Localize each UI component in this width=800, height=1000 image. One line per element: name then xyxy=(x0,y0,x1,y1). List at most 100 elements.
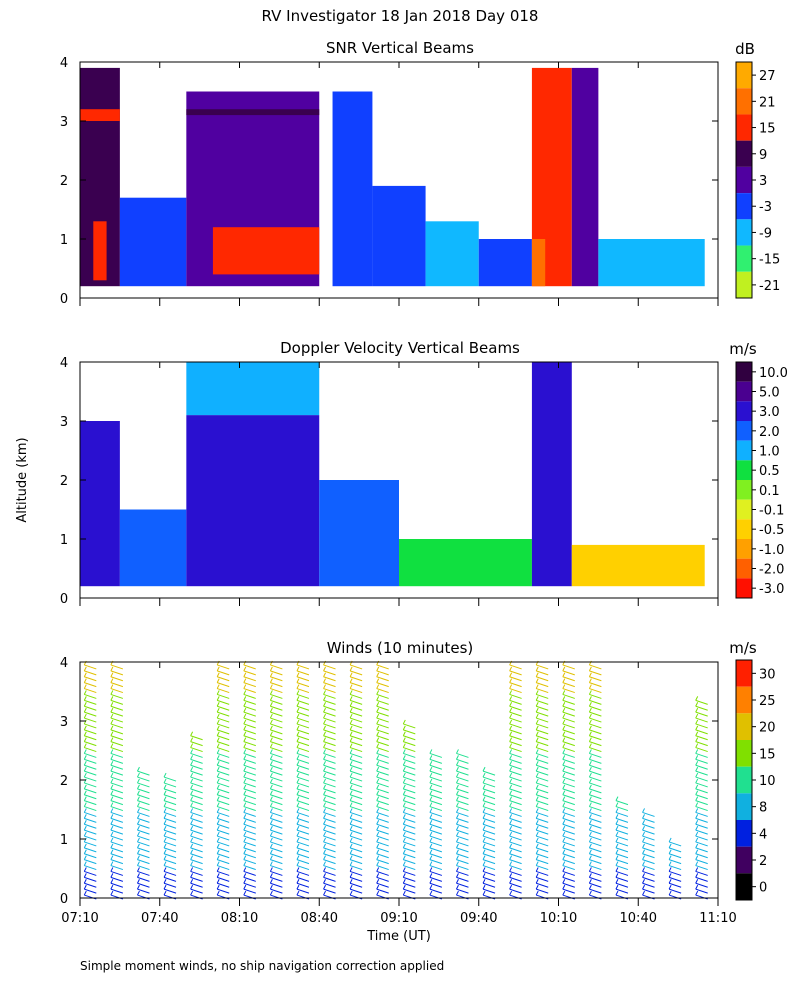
wind-barb xyxy=(695,743,708,753)
wind-barb xyxy=(216,696,230,705)
wind-barb xyxy=(323,772,336,782)
wind-barb xyxy=(349,672,363,682)
wind-barb xyxy=(269,707,283,717)
wind-barb xyxy=(269,772,283,782)
wind-barb xyxy=(482,861,496,871)
wind-barb xyxy=(83,873,97,882)
wind-barb xyxy=(163,884,177,894)
wind-barb xyxy=(83,802,97,812)
wind-barb xyxy=(402,755,416,764)
wind-barb xyxy=(402,843,416,853)
wind-barb xyxy=(509,790,522,800)
wind-barb xyxy=(695,861,708,871)
wind-barb xyxy=(269,802,283,812)
wind-barb xyxy=(296,696,310,705)
wind-barb xyxy=(588,690,602,699)
wind-barb xyxy=(216,784,230,794)
wind-barb xyxy=(429,843,443,853)
colorbar-label: 15 xyxy=(759,747,776,762)
wind-barb xyxy=(216,849,230,859)
wind-barb xyxy=(588,684,602,694)
wind-barb xyxy=(269,743,283,753)
wind-barb xyxy=(376,778,389,788)
wind-barb xyxy=(323,778,336,788)
wind-barb xyxy=(349,849,363,859)
wind-barb xyxy=(349,702,363,711)
wind-barb xyxy=(535,873,549,882)
wind-barb xyxy=(349,731,363,741)
wind-barb xyxy=(216,766,230,776)
wind-barb xyxy=(269,672,283,682)
wind-barb xyxy=(482,825,496,835)
wind-barb xyxy=(456,808,469,817)
wind-barb xyxy=(482,873,496,882)
wind-barb xyxy=(535,684,549,694)
wind-barb xyxy=(216,690,230,699)
wind-barb xyxy=(482,814,496,823)
wind-barb xyxy=(456,784,469,794)
wind-barb xyxy=(110,713,124,723)
wind-barb xyxy=(402,749,416,758)
wind-barb xyxy=(323,707,336,717)
wind-barb xyxy=(243,713,256,723)
wind-barb xyxy=(83,790,97,800)
wind-barb xyxy=(456,772,469,782)
wind-barb xyxy=(110,690,124,699)
wind-barb xyxy=(137,831,150,841)
wind-barb xyxy=(190,737,203,747)
wind-barb xyxy=(349,696,363,705)
wind-barb xyxy=(296,707,310,717)
wind-barb xyxy=(456,843,469,853)
wind-barb xyxy=(163,849,177,859)
wind-barb xyxy=(110,707,124,717)
wind-barb xyxy=(376,796,389,806)
colorbar-label: 25 xyxy=(759,694,776,709)
wind-barb xyxy=(402,855,416,865)
wind-barb xyxy=(83,696,97,705)
wind-barb xyxy=(83,808,97,817)
wind-barb xyxy=(190,790,203,800)
wind-barb xyxy=(562,702,575,711)
wind-barb xyxy=(296,884,310,894)
wind-barb xyxy=(349,814,363,823)
y-tick-label: 0 xyxy=(60,892,68,907)
wind-barb xyxy=(323,702,336,711)
wind-barb xyxy=(216,814,230,823)
wind-barb xyxy=(110,837,124,847)
wind-barb xyxy=(243,802,256,812)
wind-barb xyxy=(163,808,177,817)
wind-barb xyxy=(402,772,416,782)
wind-barb xyxy=(190,761,203,770)
y-tick-label: 2 xyxy=(60,774,68,789)
wind-barb xyxy=(376,731,389,741)
wind-barb xyxy=(402,766,416,776)
wind-barb xyxy=(243,784,256,794)
wind-barb xyxy=(110,808,124,817)
wind-barb xyxy=(269,873,283,882)
wind-barb xyxy=(216,825,230,835)
wind-barb xyxy=(695,766,708,776)
wind-barb xyxy=(615,843,629,853)
wind-barb xyxy=(110,855,124,865)
wind-barb xyxy=(137,778,150,788)
wind-barb xyxy=(695,719,708,729)
wind-barb xyxy=(216,837,230,847)
wind-barb xyxy=(323,749,336,758)
colorbar-swatch xyxy=(736,713,752,740)
wind-barb xyxy=(110,814,124,823)
colorbar-swatch xyxy=(736,480,752,500)
wind-barb xyxy=(376,873,389,882)
wind-barb xyxy=(509,743,522,753)
wind-barb xyxy=(588,666,602,676)
wind-barb xyxy=(456,837,469,847)
wind-barb xyxy=(376,831,389,841)
x-tick-label: 08:40 xyxy=(301,911,338,926)
wind-barb xyxy=(323,731,336,741)
wind-barb xyxy=(163,825,177,835)
wind-barb xyxy=(535,861,549,871)
wind-barb xyxy=(216,873,230,882)
wind-barb xyxy=(110,666,124,676)
wind-barb xyxy=(509,702,522,711)
wind-barb xyxy=(429,808,443,817)
colorbar-swatch xyxy=(736,740,752,767)
